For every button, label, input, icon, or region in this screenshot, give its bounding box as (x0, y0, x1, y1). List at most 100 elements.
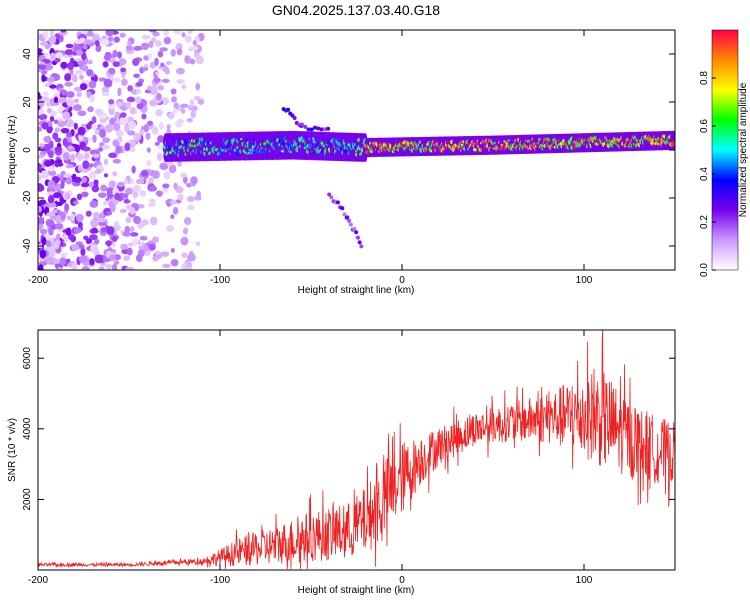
spectrogram-cell (181, 252, 188, 258)
spectrogram-cell (121, 74, 126, 80)
spectrogram-cell (171, 96, 177, 103)
spectrogram-cell (146, 147, 151, 153)
spectrogram-cell (125, 44, 133, 51)
spectrogram-cell (124, 142, 131, 152)
spectrogram-cell (88, 163, 94, 168)
spectrogram-cell (190, 176, 198, 185)
spectrogram-cell (73, 39, 83, 45)
spectrogram-cell (71, 74, 78, 83)
spectrogram-cell (64, 73, 72, 82)
spectrogram-cell (197, 98, 205, 105)
spectrogram-cell (38, 205, 42, 213)
spectrogram-cell (340, 206, 345, 211)
spectrogram-cell (60, 61, 68, 69)
colorbar-label: Normalized spectral amplitude (738, 82, 749, 217)
colorbar-tick-label: 0.0 (699, 263, 710, 277)
spectrogram-cell (195, 82, 201, 91)
spectrogram-cell (135, 81, 143, 87)
spectrogram-cell (45, 101, 51, 107)
spectrogram-cell (79, 65, 84, 70)
spectrogram-cell (97, 147, 104, 152)
spectrogram-cell (103, 78, 113, 88)
spectrogram-cell (92, 134, 97, 143)
spectrogram-cell (67, 145, 74, 150)
colorbar-tick-label: 0.2 (699, 215, 710, 229)
spectrogram-cell (152, 255, 159, 262)
spectrogram-cell (38, 184, 45, 192)
spectrogram-cell (152, 236, 160, 243)
spectrogram-cell (65, 177, 72, 185)
spectrogram-cell (41, 122, 49, 130)
spectrogram-cell (129, 207, 136, 215)
spectrogram-cell (77, 164, 83, 172)
spectrogram-cell (45, 240, 52, 248)
spectrogram-cell (89, 200, 99, 208)
spectrogram-cell (128, 139, 136, 148)
spectrogram-cell (136, 102, 144, 110)
spectrogram-cell (62, 137, 68, 147)
spectrogram-cell (194, 195, 202, 201)
spectrogram-cell (670, 143, 675, 147)
spectrogram-cell (348, 222, 353, 227)
spectrogram-cell (49, 52, 57, 62)
spectrogram-cell (313, 125, 318, 130)
spectrogram-cell (170, 214, 175, 220)
spectrogram-cell (166, 202, 172, 207)
spectrogram-cell (66, 62, 75, 71)
spectrogram-cell (94, 238, 100, 245)
spectrogram-cell (97, 218, 106, 223)
spectrogram-cell (64, 49, 73, 56)
spectrogram-cell (163, 170, 171, 180)
spectrogram-cell (143, 243, 148, 252)
spectrogram-cell (186, 204, 195, 211)
spectrogram-cell (66, 258, 71, 263)
spectrogram-cell (172, 206, 179, 215)
spectrogram-cell (82, 44, 88, 50)
spectrogram-cell (73, 227, 82, 234)
spectrogram-cell (71, 262, 78, 270)
spectrogram-cell (352, 226, 357, 231)
spectrogram-cell (60, 180, 65, 189)
spectrogram-cell (146, 159, 152, 167)
spectrogram-cell (306, 127, 311, 132)
spectrogram-cell (70, 213, 76, 222)
spectrogram-cell (117, 181, 125, 188)
spectrogram-cell (112, 49, 118, 58)
spectrogram-cell (38, 64, 47, 70)
spectrogram-cell (128, 147, 136, 153)
spectrogram-cell (119, 112, 127, 118)
spectrogram-cell (158, 122, 165, 130)
spectrogram-cell (156, 152, 163, 162)
spectrogram-cell (75, 49, 84, 56)
spectrogram-cell (64, 203, 70, 212)
spectrogram-cell (74, 144, 81, 153)
spectrogram-cell (82, 146, 91, 152)
spectrogram-cell (79, 83, 88, 91)
spectrogram-cell (176, 67, 185, 75)
spectrogram-cell (191, 105, 198, 112)
spectrogram-cell (81, 265, 90, 270)
spectrogram-cell (102, 137, 111, 143)
spectrogram-cell (121, 78, 128, 86)
spectrogram-cell (106, 211, 113, 216)
spectrogram-cell (47, 194, 55, 204)
spectrogram-cell (319, 127, 324, 132)
spectrogram-cell (127, 40, 132, 46)
spectrogram-cell (48, 150, 54, 159)
spectrogram-cell (68, 234, 75, 240)
spectrogram-cell (355, 235, 360, 240)
spectrogram-cell (153, 77, 161, 83)
spectrogram-cell (74, 176, 82, 184)
spectrogram-cell (155, 250, 161, 256)
spectrogram-cell (87, 30, 93, 36)
spectrogram-cell (54, 137, 62, 143)
spectrogram-cell (359, 244, 364, 249)
spectrogram-cell (81, 182, 90, 188)
spectrogram-cell (286, 107, 291, 112)
spectrogram-cell (169, 200, 178, 205)
spectrogram-cell (59, 257, 66, 266)
spectrogram-cell (150, 85, 158, 94)
spectrogram-cell (170, 258, 179, 267)
spectrogram-cell (173, 182, 178, 190)
